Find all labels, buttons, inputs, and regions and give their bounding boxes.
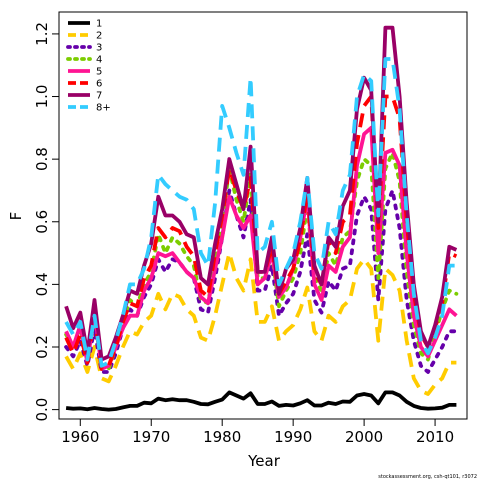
- x-tick-label: 1960: [61, 428, 99, 446]
- y-tick-label: 0.0: [33, 398, 51, 422]
- x-tick-label: 1970: [132, 428, 170, 446]
- x-axis-title: Year: [247, 452, 281, 470]
- series-line-1: [65, 390, 457, 412]
- series-line-8: [64, 57, 457, 368]
- series-layer: [64, 25, 459, 412]
- x-tick-label: 1980: [203, 428, 241, 446]
- y-axis: 0.0 0.2 0.4 0.6 0.8 1.0 1.2: [33, 22, 60, 422]
- legend-label-6: 6: [96, 79, 102, 90]
- y-tick-label: 0.6: [33, 210, 51, 234]
- y-tick-label: 1.0: [33, 85, 51, 109]
- x-tick-label: 2010: [416, 428, 454, 446]
- series-line-2: [64, 251, 457, 396]
- y-tick-label: 0.2: [33, 335, 51, 359]
- y-tick-label: 0.8: [33, 147, 51, 171]
- credit-text: stockassessment.org, csh-qt101, r3072: [378, 474, 477, 480]
- x-tick-label: 2000: [345, 428, 383, 446]
- series-line-3: [64, 188, 459, 374]
- legend-label-5: 5: [96, 67, 102, 78]
- series-line-5: [64, 125, 458, 371]
- legend-label-4: 4: [96, 55, 102, 66]
- legend-label-2: 2: [96, 31, 102, 42]
- legend-label-7: 7: [96, 91, 102, 102]
- x-axis: 1960 1970 1980 1990 2000 2010: [61, 418, 454, 446]
- y-axis-title: F: [7, 212, 25, 221]
- y-tick-label: 0.4: [33, 272, 51, 296]
- legend-label-1: 1: [96, 19, 102, 30]
- legend-label-8: 8+: [96, 103, 111, 114]
- y-tick-label: 1.2: [33, 22, 51, 46]
- series-line-7: [64, 25, 458, 362]
- series-line-4: [64, 150, 459, 371]
- legend-label-3: 3: [96, 43, 102, 54]
- x-tick-label: 1990: [274, 428, 312, 446]
